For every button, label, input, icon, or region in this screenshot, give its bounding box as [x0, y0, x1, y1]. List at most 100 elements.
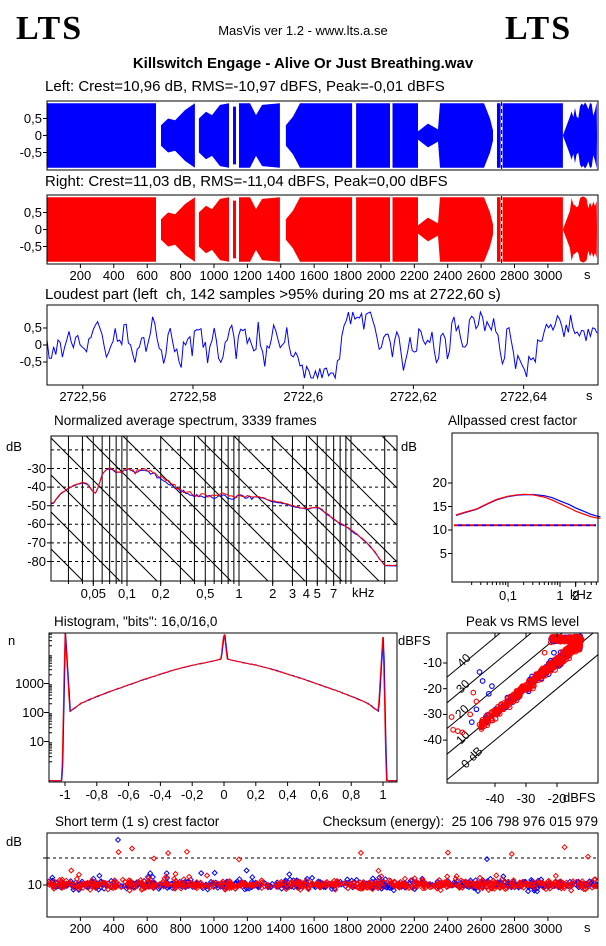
- tick-label: 2722,62: [389, 389, 437, 404]
- tick-label: -80: [27, 553, 46, 569]
- pvr-title: Peak vs RMS level: [465, 614, 580, 629]
- tick-label: 20: [432, 475, 447, 490]
- tick-label: 0,5: [196, 586, 215, 601]
- tick-label: 1000: [199, 268, 229, 283]
- tick-label: 0,1: [117, 586, 137, 601]
- left-channel-stats: Left: Crest=10,96 dB, RMS=-10,97 dBFS, P…: [45, 78, 445, 95]
- tick-label: 1000: [15, 675, 44, 691]
- tick-label: -40: [27, 479, 46, 495]
- diagonal-label: 30: [453, 677, 473, 697]
- crest-ylabel-db: dB: [6, 834, 22, 849]
- tick-label: 0,4: [278, 787, 297, 802]
- tick-label: -0,2: [180, 787, 204, 802]
- crest-scatter: [47, 836, 598, 895]
- tick-label: 0,6: [310, 787, 329, 802]
- tick-label: 10: [432, 522, 447, 537]
- tick-label: 3000: [533, 921, 563, 936]
- tick-label: 5: [313, 586, 321, 601]
- tick-label: 15: [432, 498, 447, 514]
- wave-xunit-s: s: [584, 267, 591, 282]
- tick-label: -1: [59, 787, 71, 802]
- spectrum-title: Normalized average spectrum, 3339 frames: [54, 413, 317, 428]
- tick-label: 0,2: [246, 787, 265, 802]
- tick-label: 2400: [433, 268, 463, 283]
- diagonal-label: 40: [454, 651, 474, 671]
- tick-label: -0,8: [85, 787, 108, 802]
- crest-xunit-s: s: [584, 920, 591, 935]
- tick-label: 2800: [500, 268, 529, 283]
- tick-label: -60: [27, 516, 46, 532]
- right-channel-stats: Right: Crest=11,03 dB, RMS=-11,04 dBFS, …: [45, 173, 448, 190]
- pvr-ylabel-dbfs: dBFS: [398, 633, 431, 648]
- pvr-xunit-dbfs: dBFS: [563, 790, 596, 805]
- histogram-title: Histogram, "bits": 16,0/16,0: [54, 614, 218, 629]
- tick-label: -30: [516, 791, 536, 806]
- tick-label: -0,5: [19, 144, 42, 160]
- tick-label: 3000: [533, 268, 563, 283]
- tick-label: 2722,58: [169, 389, 217, 404]
- tick-label: -0,4: [149, 787, 172, 802]
- tick-label: 0,2: [151, 586, 170, 601]
- tick-label: 1600: [299, 921, 329, 936]
- tick-label: 1: [235, 586, 243, 601]
- tick-label: 1800: [333, 921, 362, 936]
- tick-label: 0,5: [23, 204, 42, 220]
- tick-label: -70: [27, 534, 46, 550]
- tick-label: 0,5: [23, 110, 42, 126]
- loudest-xunit-s: s: [586, 388, 593, 403]
- tick-label: 2200: [399, 268, 429, 283]
- tick-label: 1600: [299, 268, 329, 283]
- tick-label: 2600: [466, 268, 496, 283]
- tick-label: 1800: [333, 268, 362, 283]
- loudest-part-title: Loudest part (left ch, 142 samples >95% …: [45, 286, 501, 303]
- tick-label: 1200: [232, 921, 262, 936]
- tick-label: 1400: [266, 921, 296, 936]
- tick-label: 600: [136, 921, 159, 936]
- file-title: Killswitch Engage - Alive Or Just Breath…: [132, 55, 474, 72]
- tick-label: 100: [22, 704, 44, 720]
- allpassed-ylabel-db: dB: [401, 439, 417, 454]
- tick-label: -30: [423, 706, 442, 722]
- tick-label: -10: [423, 655, 442, 670]
- tick-label: -0,5: [19, 238, 42, 254]
- tick-label: -40: [423, 732, 442, 748]
- tick-label: 0,5: [23, 320, 42, 335]
- tick-label: 2722,6: [283, 389, 324, 404]
- crest-title: Short term (1 s) crest factor: [55, 814, 220, 829]
- tick-label: 2800: [500, 921, 529, 936]
- lts-logo-right: LTS: [505, 10, 573, 47]
- tick-label: -20: [547, 791, 567, 806]
- tick-label: 0: [220, 787, 228, 802]
- tick-label: 2600: [466, 921, 496, 936]
- histogram-ylabel-n: n: [8, 633, 16, 648]
- tick-label: 2722,64: [500, 389, 548, 404]
- tick-label: 2: [572, 588, 580, 603]
- tick-label: 0: [34, 127, 42, 143]
- diagonal-label: 20: [452, 702, 472, 722]
- tick-label: 0,1: [498, 588, 518, 603]
- tick-label: 800: [169, 268, 192, 283]
- tick-label: -20: [423, 680, 442, 696]
- tick-label: 400: [102, 268, 125, 283]
- tick-label: 2722,56: [59, 389, 107, 404]
- tick-label: 200: [69, 268, 92, 283]
- tick-label: 800: [169, 921, 192, 936]
- tick-label: -0,6: [117, 787, 140, 802]
- tick-label: 200: [69, 921, 92, 936]
- waveform-right: [47, 196, 597, 263]
- tick-label: 1400: [266, 268, 296, 283]
- tick-label: -50: [27, 497, 46, 513]
- tick-label: 2000: [366, 268, 396, 283]
- tick-label: 600: [136, 268, 159, 283]
- tick-label: 0: [34, 221, 42, 237]
- spectrum-ylabel-db: dB: [6, 439, 22, 454]
- tick-label: 2000: [366, 921, 396, 936]
- allpassed-title: Allpassed crest factor: [448, 413, 578, 428]
- tick-label: -40: [485, 791, 505, 806]
- tick-label: 5: [439, 545, 447, 561]
- tick-label: 4: [302, 586, 311, 601]
- tick-label: 2400: [433, 921, 463, 936]
- tick-label: 3: [288, 586, 297, 601]
